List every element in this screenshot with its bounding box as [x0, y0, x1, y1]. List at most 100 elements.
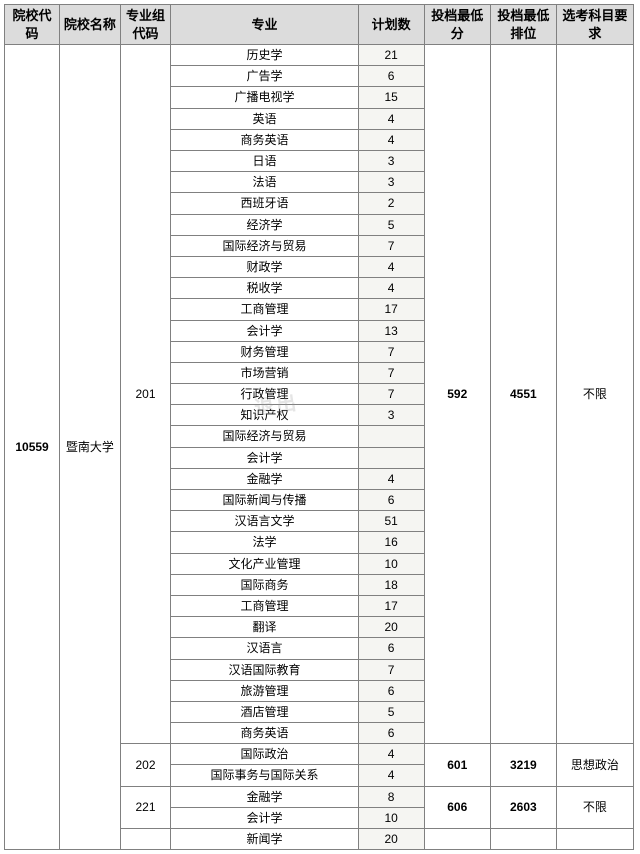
group-code: 202: [120, 744, 171, 786]
major-name: 税收学: [171, 278, 358, 299]
min-score: 601: [424, 744, 490, 786]
subject-req: 不限: [556, 45, 633, 744]
plan-count: 3: [358, 151, 424, 172]
major-name: 商务英语: [171, 129, 358, 150]
hdr-subject-req: 选考科目要求: [556, 5, 633, 45]
plan-count: 4: [358, 108, 424, 129]
plan-count: 18: [358, 574, 424, 595]
min-score: [424, 829, 490, 850]
plan-count: 21: [358, 45, 424, 66]
hdr-school-code: 院校代码: [5, 5, 60, 45]
major-name: 广播电视学: [171, 87, 358, 108]
plan-count: 15: [358, 87, 424, 108]
major-name: 汉语言: [171, 638, 358, 659]
plan-count: 3: [358, 405, 424, 426]
major-name: 旅游管理: [171, 680, 358, 701]
major-name: 新闻学: [171, 829, 358, 850]
plan-count: 3: [358, 172, 424, 193]
group-code: 201: [120, 45, 171, 744]
plan-count: 10: [358, 553, 424, 574]
plan-count: [358, 447, 424, 468]
major-name: 金融学: [171, 786, 358, 807]
hdr-min-rank: 投档最低排位: [490, 5, 556, 45]
major-name: 知识产权: [171, 405, 358, 426]
header-row: 院校代码 院校名称 专业组代码 专业 计划数 投档最低分 投档最低排位 选考科目…: [5, 5, 634, 45]
plan-count: 17: [358, 299, 424, 320]
plan-count: 20: [358, 617, 424, 638]
min-rank: 2603: [490, 786, 556, 828]
table-row: 10559暨南大学201历史学215924551不限: [5, 45, 634, 66]
major-name: 财政学: [171, 256, 358, 277]
subject-req: 不限: [556, 786, 633, 828]
plan-count: 16: [358, 532, 424, 553]
major-name: 国际事务与国际关系: [171, 765, 358, 786]
plan-count: 4: [358, 744, 424, 765]
major-name: 翻译: [171, 617, 358, 638]
major-name: 国际商务: [171, 574, 358, 595]
plan-count: 6: [358, 680, 424, 701]
major-name: 法学: [171, 532, 358, 553]
major-name: 历史学: [171, 45, 358, 66]
plan-count: 4: [358, 765, 424, 786]
plan-count: 4: [358, 278, 424, 299]
plan-count: 2: [358, 193, 424, 214]
plan-count: 6: [358, 66, 424, 87]
major-name: 金融学: [171, 468, 358, 489]
min-score: 592: [424, 45, 490, 744]
major-name: 国际经济与贸易: [171, 426, 358, 447]
hdr-plan: 计划数: [358, 5, 424, 45]
major-name: 国际政治: [171, 744, 358, 765]
major-name: 酒店管理: [171, 701, 358, 722]
major-name: 经济学: [171, 214, 358, 235]
hdr-major: 专业: [171, 5, 358, 45]
major-name: 会计学: [171, 320, 358, 341]
plan-count: 4: [358, 256, 424, 277]
school-code: 10559: [5, 45, 60, 850]
major-name: 文化产业管理: [171, 553, 358, 574]
admission-table: 院校代码 院校名称 专业组代码 专业 计划数 投档最低分 投档最低排位 选考科目…: [4, 4, 634, 850]
major-name: 西班牙语: [171, 193, 358, 214]
subject-req: 思想政治: [556, 744, 633, 786]
major-name: 日语: [171, 151, 358, 172]
subject-req: [556, 829, 633, 850]
major-name: 会计学: [171, 807, 358, 828]
major-name: 广告学: [171, 66, 358, 87]
major-name: 财务管理: [171, 341, 358, 362]
table-wrapper: 退出 院校代码 院校名称 专业组代码 专业 计划数 投档最低分 投档最低排位 选…: [4, 4, 636, 850]
plan-count: [358, 426, 424, 447]
major-name: 行政管理: [171, 384, 358, 405]
min-score: 606: [424, 786, 490, 828]
plan-count: 5: [358, 701, 424, 722]
plan-count: 5: [358, 214, 424, 235]
plan-count: 10: [358, 807, 424, 828]
major-name: 汉语言文学: [171, 511, 358, 532]
major-name: 法语: [171, 172, 358, 193]
plan-count: 7: [358, 659, 424, 680]
min-rank: 4551: [490, 45, 556, 744]
plan-count: 4: [358, 129, 424, 150]
plan-count: 4: [358, 468, 424, 489]
major-name: 商务英语: [171, 723, 358, 744]
school-name: 暨南大学: [60, 45, 121, 850]
major-name: 市场营销: [171, 362, 358, 383]
plan-count: 20: [358, 829, 424, 850]
hdr-min-score: 投档最低分: [424, 5, 490, 45]
plan-count: 6: [358, 490, 424, 511]
major-name: 工商管理: [171, 299, 358, 320]
min-rank: [490, 829, 556, 850]
group-code: 221: [120, 786, 171, 828]
major-name: 国际经济与贸易: [171, 235, 358, 256]
hdr-group-code: 专业组代码: [120, 5, 171, 45]
major-name: 国际新闻与传播: [171, 490, 358, 511]
plan-count: 8: [358, 786, 424, 807]
plan-count: 51: [358, 511, 424, 532]
major-name: 会计学: [171, 447, 358, 468]
group-code: [120, 829, 171, 850]
plan-count: 6: [358, 638, 424, 659]
plan-count: 7: [358, 384, 424, 405]
plan-count: 13: [358, 320, 424, 341]
min-rank: 3219: [490, 744, 556, 786]
major-name: 工商管理: [171, 595, 358, 616]
plan-count: 7: [358, 341, 424, 362]
plan-count: 7: [358, 362, 424, 383]
